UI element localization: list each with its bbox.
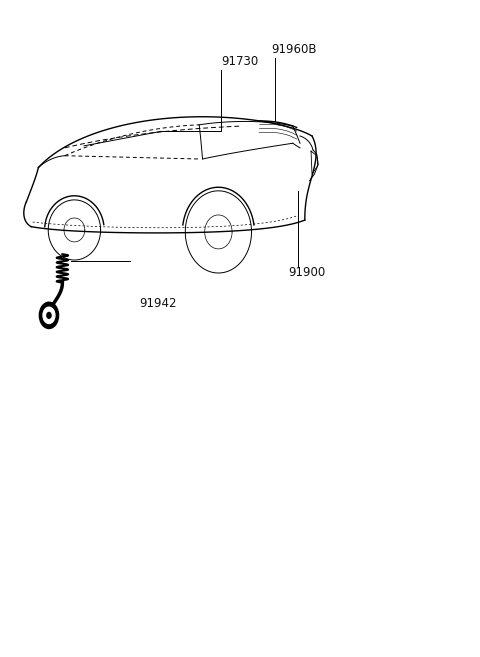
Circle shape xyxy=(43,307,55,323)
Circle shape xyxy=(47,313,51,318)
Text: 91730: 91730 xyxy=(221,55,258,68)
Text: 91900: 91900 xyxy=(288,266,325,279)
Circle shape xyxy=(39,302,59,328)
Text: 91960B: 91960B xyxy=(271,43,317,56)
Text: 91942: 91942 xyxy=(139,297,177,310)
